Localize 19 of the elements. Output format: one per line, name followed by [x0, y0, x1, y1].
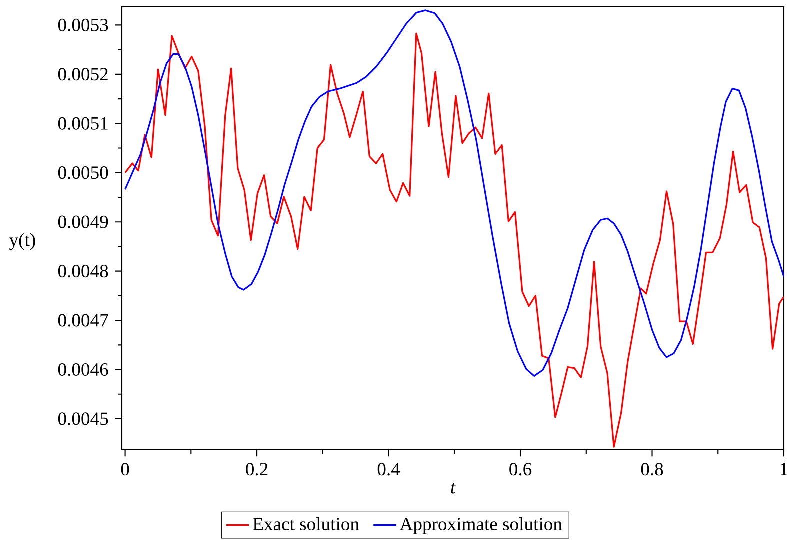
- x-tick-label: 0.4: [378, 463, 400, 476]
- x-tick-label: 0.2: [246, 463, 268, 476]
- y-axis-title: y(t): [10, 233, 36, 250]
- y-tick-label: 0.0050: [58, 166, 108, 180]
- y-tick-label: 0.0049: [58, 216, 108, 228]
- x-tick-label: 0.6: [510, 463, 532, 476]
- x-tick-label: 0: [121, 463, 130, 476]
- y-tick-label: 0.0051: [58, 117, 108, 130]
- y-tick-label: 0.0046: [58, 363, 108, 376]
- y-tick-label: 0.0052: [58, 68, 108, 81]
- y-tick-label: 0.0045: [58, 412, 108, 426]
- line-series: [124, 32, 784, 448]
- y-tick-label: 0.0048: [58, 265, 108, 278]
- legend-label: Exact solution: [253, 517, 360, 531]
- y-tick-label: 0.0047: [58, 314, 108, 327]
- legend-label: Approximate solution: [400, 517, 562, 534]
- y-tick-label: 0.0053: [58, 18, 108, 32]
- x-axis-title: t: [451, 483, 456, 494]
- x-tick-label: 0.8: [641, 463, 664, 476]
